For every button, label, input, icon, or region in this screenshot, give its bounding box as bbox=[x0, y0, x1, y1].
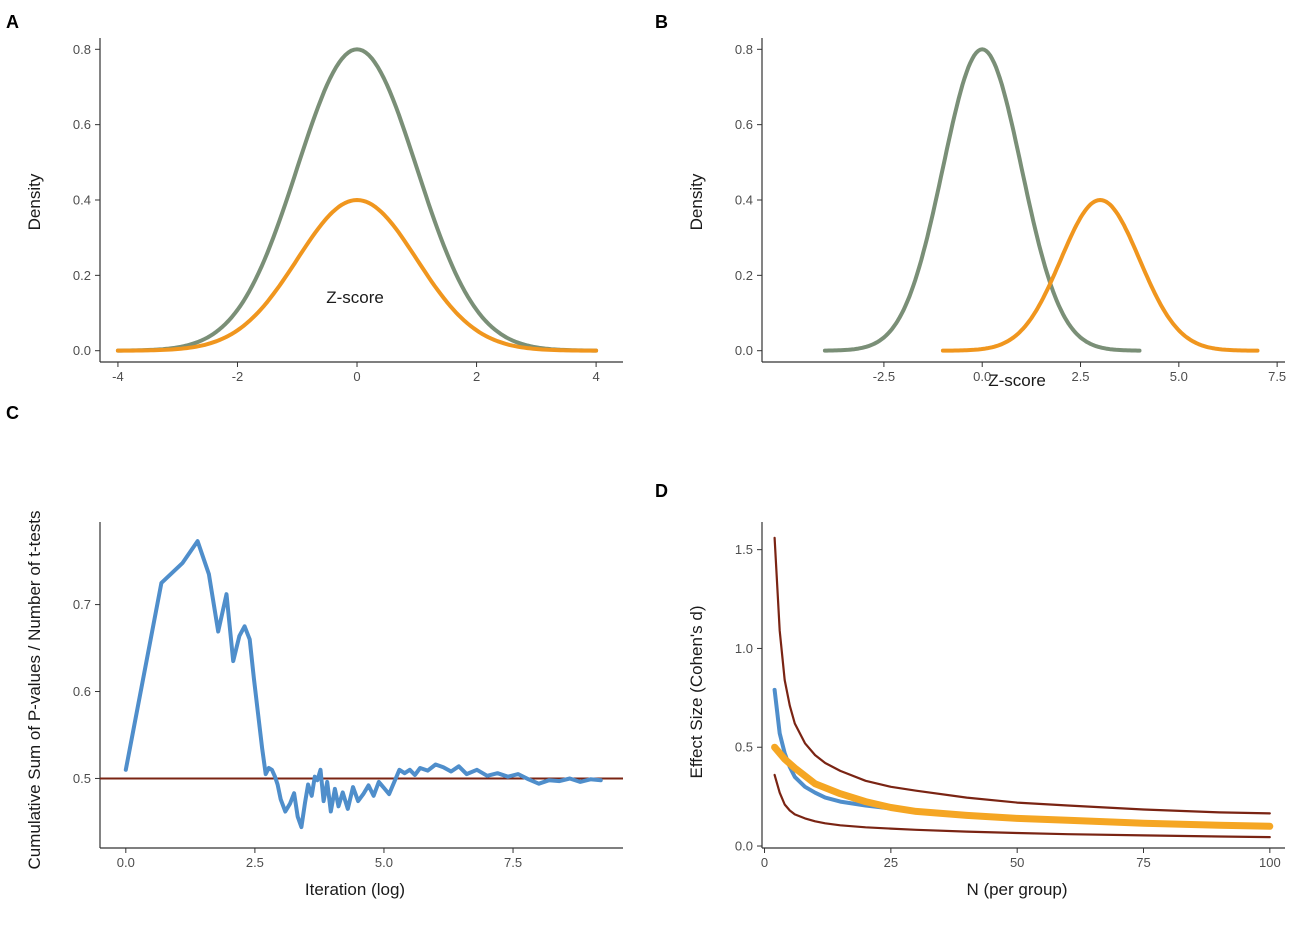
panel-c-x-tick-label: 5.0 bbox=[375, 855, 393, 870]
panel-a-xlabel: Z-score bbox=[326, 288, 384, 307]
panel-b-x-tick-label: 7.5 bbox=[1268, 369, 1286, 384]
panel-d-x-tick-label: 100 bbox=[1259, 855, 1281, 870]
panel-d-y-tick-label: 0.5 bbox=[735, 740, 753, 755]
panel-d-plot: 0 25 50 75 100 0.0 0.5 1.0 1.5 bbox=[735, 522, 1285, 870]
panel-b-x-tick-label: 5.0 bbox=[1170, 369, 1188, 384]
panel-a-y-tick-label: 0.0 bbox=[73, 343, 91, 358]
panel-b-series-green-density bbox=[822, 47, 1142, 353]
panel-a-y-tick-label: 0.8 bbox=[73, 42, 91, 57]
panel-c-x-tick-label: 2.5 bbox=[246, 855, 264, 870]
panel-a-y-tick-label: 0.6 bbox=[73, 117, 91, 132]
panel-b-plot: -2.5 0.0 2.5 5.0 7.5 0.0 0.2 0.4 0.6 0.8 bbox=[735, 38, 1286, 384]
panel-d-x-tick-label: 75 bbox=[1136, 855, 1150, 870]
panel-a: A -4 -2 0 2 4 0.0 0.2 0.4 0.6 0.8 Z-score Density bbox=[6, 12, 623, 384]
panel-d-ylabel: Effect Size (Cohen's d) bbox=[687, 605, 706, 778]
panel-a-x-tick-label: -4 bbox=[112, 369, 124, 384]
panel-a-y-tick-label: 0.4 bbox=[73, 193, 91, 208]
panel-d-y-tick-label: 1.0 bbox=[735, 641, 753, 656]
panel-a-x-tick-label: 0 bbox=[353, 369, 360, 384]
panel-c-ylabel: Cumulative Sum of P-values / Number of t… bbox=[25, 510, 44, 869]
panel-label-c: C bbox=[6, 403, 19, 423]
panel-b-series-orange-density bbox=[940, 198, 1260, 353]
panel-d-x-tick-label: 0 bbox=[761, 855, 768, 870]
panel-a-series-orange-density bbox=[115, 198, 599, 353]
panel-a-x-tick-label: -2 bbox=[232, 369, 244, 384]
panel-c-xlabel: Iteration (log) bbox=[305, 880, 405, 899]
panel-b-y-tick-label: 0.4 bbox=[735, 193, 753, 208]
panel-d-xlabel: N (per group) bbox=[966, 880, 1067, 899]
panel-b-ylabel: Density bbox=[687, 173, 706, 230]
panel-c-x-tick-label: 7.5 bbox=[504, 855, 522, 870]
panel-a-y-tick-label: 0.2 bbox=[73, 268, 91, 283]
panel-d-x-tick-label: 25 bbox=[884, 855, 898, 870]
panel-label-a: A bbox=[6, 12, 19, 32]
panel-a-x-tick-label: 4 bbox=[592, 369, 599, 384]
panel-b-y-tick-label: 0.8 bbox=[735, 42, 753, 57]
panel-a-series-green-density bbox=[115, 47, 599, 353]
panel-b-x-tick-label: -2.5 bbox=[873, 369, 895, 384]
panel-b-y-tick-label: 0.2 bbox=[735, 268, 753, 283]
panel-c-y-tick-label: 0.5 bbox=[73, 771, 91, 786]
panel-d-series-expected-effect bbox=[771, 743, 1274, 830]
panel-b-x-tick-label: 0.0 bbox=[973, 369, 991, 384]
panel-c-y-tick-label: 0.7 bbox=[73, 597, 91, 612]
panel-a-ylabel: Density bbox=[25, 173, 44, 230]
panel-label-b: B bbox=[655, 12, 668, 32]
panel-d-y-tick-label: 0.0 bbox=[735, 839, 753, 854]
panel-b-y-tick-label: 0.6 bbox=[735, 117, 753, 132]
panel-label-d: D bbox=[655, 481, 668, 501]
panel-b: B -2.5 0.0 2.5 5.0 7.5 0.0 0.2 0.4 0.6 0.8 Z-scor… bbox=[655, 12, 1286, 390]
panel-c-series-cumulative-p bbox=[123, 539, 603, 830]
panel-b-y-tick-label: 0.0 bbox=[735, 343, 753, 358]
panel-b-xlabel: Z-score bbox=[988, 371, 1046, 390]
panel-d: D 0 25 50 75 100 0.0 0.5 1.0 1.5 N (per group) E… bbox=[655, 481, 1285, 899]
panel-d-series-lower-bound bbox=[773, 773, 1271, 839]
panel-c-plot: 0.0 2.5 5.0 7.5 0.5 0.6 0.7 bbox=[73, 522, 623, 870]
panel-b-x-tick-label: 2.5 bbox=[1071, 369, 1089, 384]
panel-d-y-tick-label: 1.5 bbox=[735, 542, 753, 557]
panel-c-y-tick-label: 0.6 bbox=[73, 684, 91, 699]
panel-c-x-tick-label: 0.0 bbox=[117, 855, 135, 870]
panel-d-series-upper-bound bbox=[773, 536, 1271, 815]
panel-a-x-tick-label: 2 bbox=[473, 369, 480, 384]
panel-c: C 0.0 2.5 5.0 7.50.50.60.7 Iteration (log) … bbox=[6, 403, 623, 899]
panel-a-plot: -4 -2 0 2 4 0.0 0.2 0.4 0.6 0.8 bbox=[73, 38, 623, 384]
panel-d-x-tick-label: 50 bbox=[1010, 855, 1024, 870]
